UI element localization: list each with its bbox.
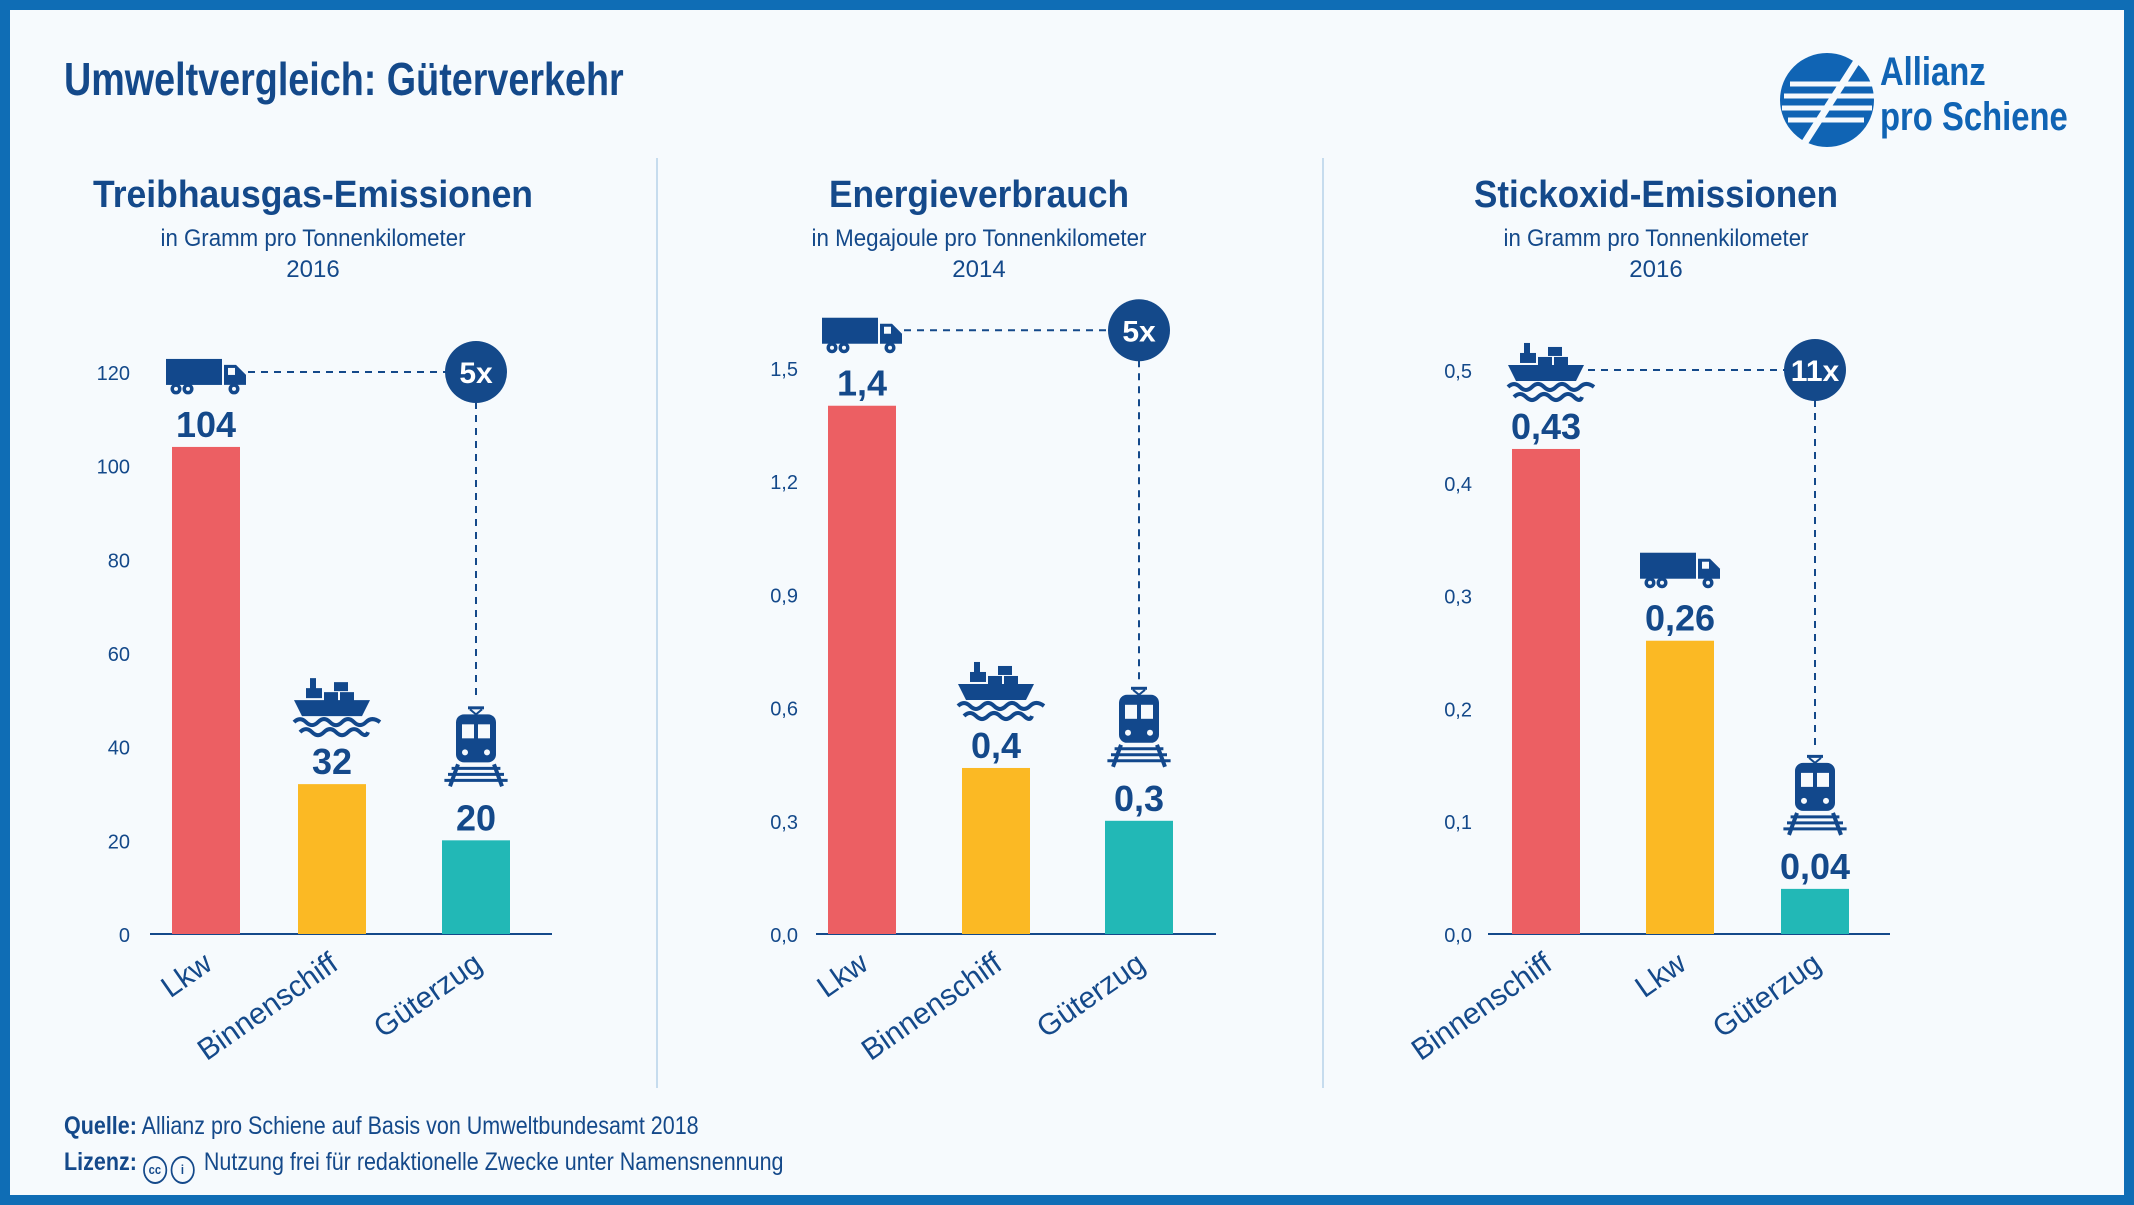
y-tick-label: 40 (108, 738, 130, 760)
x-category-label: Binnenschiff (192, 946, 345, 1067)
train-icon (1783, 754, 1847, 836)
comparison-badge (445, 341, 507, 403)
y-tick-label: 0 (119, 925, 130, 947)
chart-subtitle: in Gramm pro Tonnenkilometer (1504, 225, 1809, 252)
comparison-badge-label: 11x (1791, 355, 1840, 388)
y-tick-label: 0,9 (770, 585, 798, 607)
attribution-icon: i (170, 1156, 195, 1184)
bar-value-label: 104 (176, 404, 236, 445)
logo-text: Allianz pro Schiene (1880, 50, 2068, 140)
infographic-frame: Umweltvergleich: Güterverkehr Allianz pr… (10, 10, 2124, 1195)
chart-year: 2016 (286, 256, 339, 283)
page-title: Umweltvergleich: Güterverkehr (64, 53, 624, 105)
bar-value-label: 1,4 (837, 363, 887, 404)
license-text: Nutzung frei für redaktionelle Zwecke un… (203, 1148, 784, 1176)
y-tick-label: 0,5 (1444, 361, 1472, 383)
license-label: Lizenz: (64, 1148, 137, 1176)
y-tick-label: 0,4 (1444, 474, 1472, 496)
bar-value-label: 0,04 (1780, 846, 1850, 887)
y-tick-label: 0,0 (1444, 925, 1472, 947)
bar-lkw (172, 446, 240, 934)
truck-icon (166, 358, 246, 395)
bar-value-label: 0,43 (1511, 406, 1581, 447)
bar-lkw (1646, 640, 1714, 934)
charts-area: Treibhausgas-Emissionen in Gramm pro Tonn… (93, 174, 1890, 1067)
bar-value-label: 0,3 (1114, 778, 1164, 819)
chart-year: 2014 (952, 256, 1005, 283)
x-category-label: Binnenschiff (856, 946, 1009, 1067)
y-tick-label: 100 (97, 457, 130, 479)
comparison-badge (1784, 339, 1846, 401)
chart-title: Treibhausgas-Emissionen (93, 174, 533, 216)
y-tick-label: 1,2 (770, 472, 798, 494)
chart-panel-3: Stickoxid-Emissionen in Gramm pro Tonnenk… (1406, 174, 1890, 1067)
x-category-label: Güterzug (1707, 947, 1827, 1045)
y-tick-label: 20 (108, 831, 130, 853)
source-line: Quelle: Allianz pro Schiene auf Basis vo… (64, 1108, 783, 1144)
bar-güterzug (1781, 888, 1849, 934)
bar-binnenschiff (1512, 448, 1580, 934)
logo-text-line1: Allianz (1880, 50, 1986, 94)
logo (1780, 48, 1874, 148)
y-tick-label: 0,3 (1444, 587, 1472, 609)
train-icon (1107, 686, 1171, 768)
comparison-badge-label: 5x (459, 357, 493, 390)
panel-divider-2 (1322, 158, 1324, 1088)
ship-icon (1506, 342, 1596, 402)
y-tick-label: 1,5 (770, 359, 798, 381)
source-text: Allianz pro Schiene auf Basis von Umwelt… (141, 1112, 699, 1140)
chart-title: Stickoxid-Emissionen (1474, 174, 1838, 216)
chart-panel-1: Treibhausgas-Emissionen in Gramm pro Tonn… (93, 174, 552, 1067)
y-tick-label: 120 (97, 363, 130, 385)
cc-icon: cc (142, 1156, 167, 1184)
y-tick-label: 0,1 (1444, 812, 1472, 834)
chart-subtitle: in Gramm pro Tonnenkilometer (161, 225, 466, 252)
bar-binnenschiff (962, 767, 1030, 934)
logo-text-line2: pro Schiene (1880, 95, 2068, 139)
x-category-label: Lkw (155, 947, 218, 1005)
bar-güterzug (1105, 820, 1173, 934)
chart-subtitle: in Megajoule pro Tonnenkilometer (812, 225, 1147, 252)
bar-lkw (828, 405, 896, 934)
bar-value-label: 0,26 (1645, 598, 1715, 639)
train-icon (444, 706, 508, 788)
truck-icon (822, 317, 902, 354)
panel-divider-1 (656, 158, 658, 1088)
chart-panel-2: Energieverbrauch in Megajoule pro Tonnenk… (770, 174, 1216, 1067)
ship-icon (956, 661, 1046, 721)
chart-year: 2016 (1629, 256, 1682, 283)
truck-icon (1640, 552, 1720, 589)
ship-icon (292, 678, 382, 738)
y-tick-label: 0,2 (1444, 699, 1472, 721)
x-category-label: Güterzug (1031, 947, 1151, 1045)
source-label: Quelle: (64, 1112, 137, 1140)
comparison-badge-label: 5x (1122, 315, 1156, 348)
footer: Quelle: Allianz pro Schiene auf Basis vo… (64, 1108, 783, 1184)
bar-güterzug (442, 840, 510, 934)
y-tick-label: 60 (108, 644, 130, 666)
x-category-label: Lkw (811, 947, 874, 1005)
y-tick-label: 80 (108, 550, 130, 572)
bar-value-label: 32 (312, 741, 352, 782)
bar-value-label: 0,4 (971, 725, 1021, 766)
y-tick-label: 0,3 (770, 812, 798, 834)
logo-rail-lines-icon (1782, 48, 1874, 148)
license-line: Lizenz: cc i Nutzung frei für redaktionel… (64, 1144, 783, 1184)
x-category-label: Lkw (1629, 947, 1692, 1005)
bar-value-label: 20 (456, 797, 496, 838)
y-tick-label: 0,0 (770, 925, 798, 947)
comparison-badge (1108, 299, 1170, 362)
bar-binnenschiff (298, 784, 366, 934)
y-tick-label: 0,6 (770, 699, 798, 721)
chart-title: Energieverbrauch (829, 174, 1129, 216)
x-category-label: Binnenschiff (1406, 946, 1559, 1067)
x-category-label: Güterzug (368, 947, 488, 1045)
